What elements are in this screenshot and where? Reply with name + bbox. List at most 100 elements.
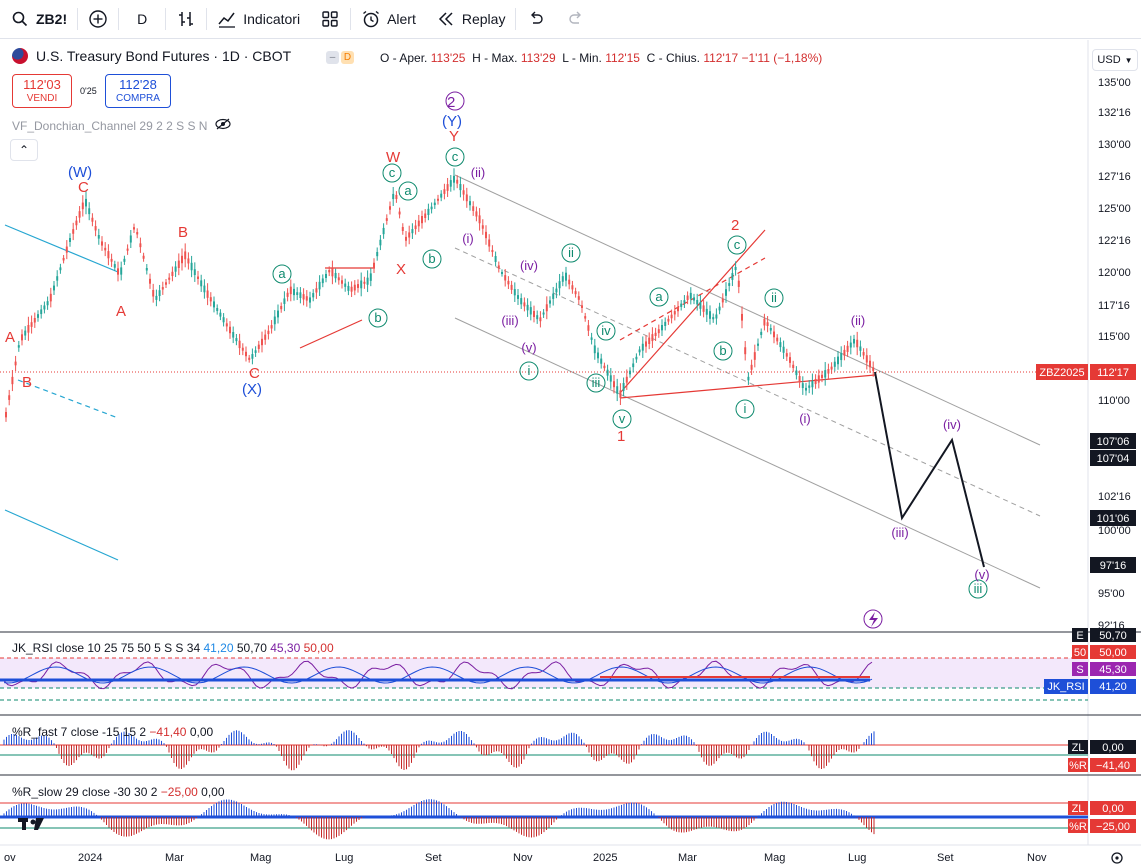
search-icon	[10, 9, 30, 29]
currency-selector[interactable]: USD ▼	[1092, 49, 1138, 71]
undo-button[interactable]	[516, 0, 556, 38]
candle-body	[475, 211, 478, 217]
candle-body	[33, 318, 36, 323]
candle-body	[494, 256, 497, 262]
time-axis-label: Set	[425, 852, 442, 864]
svg-text:−41,40: −41,40	[1096, 760, 1130, 772]
candle-body	[171, 271, 174, 277]
interval-button[interactable]: D	[119, 0, 165, 38]
wave-label: C	[78, 179, 89, 196]
alert-button[interactable]: Alert	[351, 0, 426, 38]
candle-body	[353, 284, 356, 291]
candle-body	[737, 280, 740, 287]
candle-body	[507, 280, 510, 285]
settings-gear-icon[interactable]	[1111, 852, 1123, 864]
svg-text:−25,00: −25,00	[1096, 821, 1130, 833]
candle-body	[373, 262, 375, 269]
indicators-button[interactable]: Indicatori	[207, 0, 310, 38]
price-axis-label: 115'00	[1098, 331, 1130, 343]
candle-body	[289, 286, 292, 295]
undo-icon	[526, 9, 546, 29]
candle-body	[62, 257, 65, 261]
candle-body	[277, 310, 279, 318]
candle-body	[760, 331, 763, 335]
candle-body	[603, 365, 606, 369]
candle-body	[75, 220, 78, 226]
market-status-pill[interactable]: – D	[326, 51, 354, 64]
svg-text:%R: %R	[1069, 760, 1087, 772]
svg-text:ZL: ZL	[1072, 742, 1085, 754]
candle-body	[638, 349, 641, 353]
candle-body	[238, 340, 241, 349]
candle-body	[456, 179, 459, 184]
candle-body	[840, 353, 843, 361]
candle-body	[296, 292, 299, 295]
change-value: −1'11 (−1,18%)	[741, 51, 823, 65]
candle-body	[197, 276, 199, 279]
candle-body	[184, 251, 187, 260]
candle-body	[488, 239, 491, 247]
replay-button[interactable]: Replay	[426, 0, 516, 38]
eye-off-icon[interactable]	[215, 118, 232, 133]
sell-button[interactable]: 112'03 VENDI	[12, 74, 72, 108]
candle-body	[651, 334, 654, 342]
chart-type-button[interactable]	[166, 0, 206, 38]
price-tags: ZBZ2025 112'17 107'06 107'04 101'06 97'1…	[1036, 364, 1136, 573]
candle-body	[334, 272, 337, 279]
price-axis-label: 122'16	[1098, 235, 1131, 247]
divider	[77, 8, 79, 30]
candle-body	[785, 353, 788, 357]
candle-body	[30, 322, 33, 327]
indicators-label: Indicatori	[243, 11, 301, 27]
candle-body	[776, 337, 779, 342]
svg-text:a: a	[404, 183, 412, 198]
time-axis-label: Mag	[250, 852, 271, 864]
candle-body	[398, 211, 401, 215]
wr-slow-value-2: 0,00	[201, 785, 225, 799]
candle-body	[446, 184, 449, 191]
collapse-legend-button[interactable]: ⌃	[10, 139, 38, 161]
templates-button[interactable]	[310, 0, 350, 38]
candle-body	[792, 364, 795, 369]
candle-body	[369, 273, 372, 281]
buy-label: COMPRA	[116, 93, 160, 104]
candle-body	[245, 351, 247, 357]
wave-label: B	[178, 224, 188, 241]
price-axis-label: 110'00	[1098, 395, 1130, 407]
price-axis-label: 100'00	[1098, 525, 1131, 537]
candle-body	[773, 331, 775, 338]
candle-body	[587, 325, 590, 331]
candle-body	[769, 327, 772, 331]
candle-body	[248, 357, 251, 360]
candle-body	[213, 301, 215, 308]
candle-body	[225, 323, 228, 327]
redo-button[interactable]	[556, 0, 596, 38]
symbol-search[interactable]: ZB2!	[0, 0, 77, 38]
candle-body	[437, 198, 439, 201]
svg-text:112'17: 112'17	[1097, 367, 1129, 379]
candle-body	[504, 275, 507, 281]
buy-button[interactable]: 112'28 COMPRA	[105, 74, 171, 108]
symbol-label: ZB2!	[36, 11, 68, 27]
svg-text:E: E	[1076, 630, 1083, 642]
candle-body	[565, 272, 567, 281]
wave-label: B	[22, 374, 32, 391]
price-axis-label: 102'16	[1098, 491, 1131, 503]
time-axis-label: ov	[4, 852, 16, 864]
candle-body	[85, 198, 87, 207]
candle-body	[677, 306, 679, 312]
candle-body	[686, 295, 689, 301]
compare-button[interactable]	[78, 0, 118, 38]
candle-body	[177, 260, 180, 268]
candle-body	[161, 287, 164, 290]
wr-fast-value-1: −41,40	[149, 725, 187, 739]
indicators-icon	[217, 9, 237, 29]
alarm-clock-icon	[361, 9, 381, 29]
candle-body	[344, 283, 347, 287]
candle-body	[72, 229, 75, 234]
sell-price: 112'03	[23, 77, 61, 92]
price-axis-label: 132'16	[1098, 107, 1131, 119]
candle-body	[88, 208, 91, 215]
candle-body	[254, 350, 257, 353]
